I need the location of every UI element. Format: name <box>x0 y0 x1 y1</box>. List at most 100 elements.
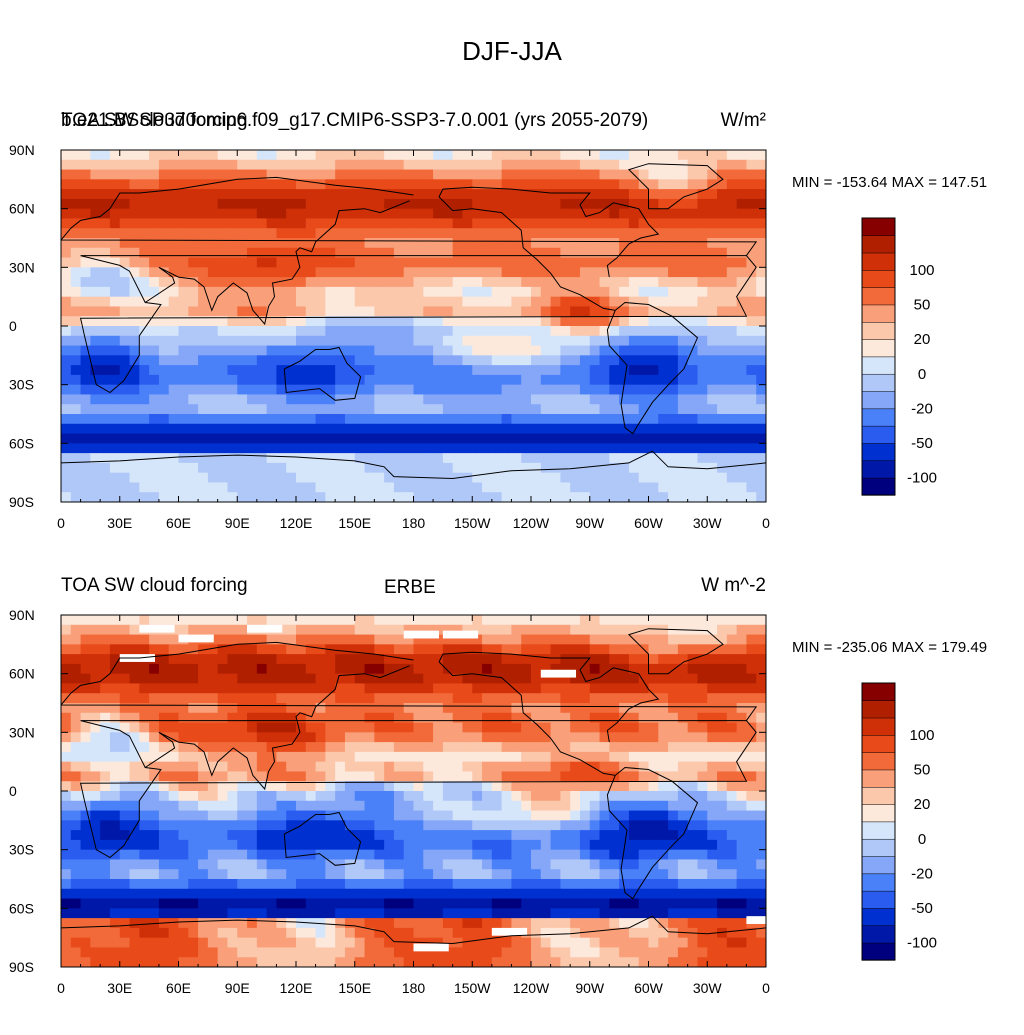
field-cell <box>257 859 267 869</box>
field-cell <box>208 840 218 850</box>
field-cell <box>335 850 345 860</box>
field-cell <box>306 889 316 899</box>
field-cell <box>590 899 600 909</box>
field-cell <box>404 713 414 723</box>
field-cell <box>208 723 218 733</box>
field-cell <box>511 218 521 228</box>
field-cell <box>404 762 414 772</box>
field-cell <box>707 762 717 772</box>
field-cell <box>267 404 277 414</box>
field-cell <box>61 850 71 860</box>
field-cell <box>198 879 208 889</box>
field-cell <box>697 424 707 434</box>
field-cell <box>502 482 512 492</box>
field-cell <box>316 424 326 434</box>
field-cell <box>120 889 130 899</box>
field-cell <box>404 473 414 483</box>
field-cell <box>482 771 492 781</box>
field-cell <box>560 199 570 209</box>
field-cell <box>619 820 629 830</box>
field-cell <box>81 791 91 801</box>
field-cell <box>296 267 306 277</box>
field-cell <box>492 830 502 840</box>
field-cell <box>247 654 257 664</box>
field-cell <box>639 473 649 483</box>
field-cell <box>600 463 610 473</box>
field-cell <box>727 443 737 453</box>
field-cell <box>345 492 355 502</box>
field-cell <box>511 664 521 674</box>
field-cell <box>551 869 561 879</box>
field-cell <box>629 492 639 502</box>
field-cell <box>697 742 707 752</box>
field-cell <box>453 683 463 693</box>
field-cell <box>286 394 296 404</box>
field-cell <box>257 160 267 170</box>
field-cell <box>325 899 335 909</box>
field-cell <box>90 644 100 654</box>
field-cell <box>727 683 737 693</box>
field-cell <box>531 762 541 772</box>
field-cell <box>511 899 521 909</box>
field-cell <box>639 267 649 277</box>
field-cell <box>521 492 531 502</box>
field-cell <box>472 336 482 346</box>
field-cell <box>453 238 463 248</box>
field-cell <box>521 453 531 463</box>
field-cell <box>90 150 100 160</box>
field-cell <box>521 713 531 723</box>
field-cell <box>639 615 649 625</box>
field-cell <box>482 404 492 414</box>
field-cell <box>306 899 316 909</box>
field-cell <box>179 258 189 268</box>
field-cell <box>727 742 737 752</box>
field-cell <box>423 811 433 821</box>
field-cell <box>179 683 189 693</box>
field-cell <box>688 394 698 404</box>
field-cell <box>100 635 110 645</box>
field-cell <box>511 771 521 781</box>
field-cell <box>306 771 316 781</box>
field-cell <box>570 859 580 869</box>
field-cell <box>286 404 296 414</box>
field-cell <box>110 267 120 277</box>
field-cell <box>443 791 453 801</box>
field-cell <box>688 762 698 772</box>
field-cell <box>198 492 208 502</box>
field-cell <box>717 859 727 869</box>
field-cell <box>580 258 590 268</box>
field-cell <box>502 879 512 889</box>
field-cell <box>276 179 286 189</box>
field-cell <box>756 830 766 840</box>
field-cell <box>482 615 492 625</box>
field-cell <box>433 238 443 248</box>
field-cell <box>247 492 257 502</box>
field-cell <box>325 840 335 850</box>
field-cell <box>355 443 365 453</box>
field-cell <box>179 830 189 840</box>
field-cell <box>345 625 355 635</box>
field-cell <box>374 635 384 645</box>
field-cell <box>208 742 218 752</box>
field-cell <box>365 742 375 752</box>
field-cell <box>179 375 189 385</box>
field-cell <box>737 394 747 404</box>
field-cell <box>737 850 747 860</box>
field-cell <box>355 218 365 228</box>
field-cell <box>492 732 502 742</box>
field-cell <box>139 385 149 395</box>
field-cell <box>335 752 345 762</box>
field-cell <box>296 664 306 674</box>
field-cell <box>511 179 521 189</box>
field-cell <box>570 443 580 453</box>
field-cell <box>727 287 737 297</box>
field-cell <box>179 703 189 713</box>
field-cell <box>267 683 277 693</box>
field-cell <box>590 228 600 238</box>
field-cell <box>697 434 707 444</box>
field-cell <box>120 199 130 209</box>
field-cell <box>570 654 580 664</box>
field-cell <box>492 150 502 160</box>
field-cell <box>394 385 404 395</box>
field-cell <box>149 179 159 189</box>
